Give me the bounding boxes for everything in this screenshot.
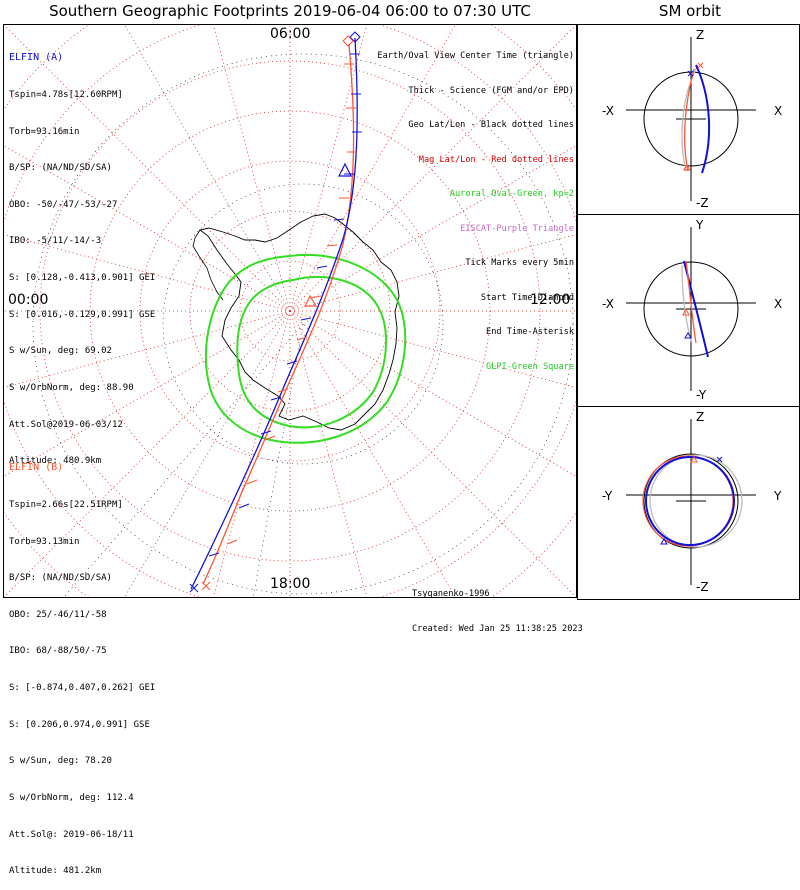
legend-item: Earth/Oval View Center Time (triangle) <box>377 51 574 61</box>
legend-item: Mag Lat/Lon - Red dotted lines <box>418 154 574 165</box>
orbit-panel-xz: Z -Z -X X <box>602 28 782 210</box>
orbit-xy-right-label: X <box>774 297 782 311</box>
elfin-b-line: Tspin=2.66s[22.51RPM] <box>9 500 123 511</box>
elfin-a-line: S w/Sun, deg: 69.02 <box>9 346 112 357</box>
time-label-bottom: 18:00 <box>270 576 311 592</box>
map-legend: Earth/Oval View Center Time (triangle) T… <box>377 28 574 385</box>
elfin-a-track <box>190 37 358 590</box>
orbit-xy-left-label: -X <box>602 297 614 311</box>
elfin-a-line: S: [0.016,-0.129,0.991] GSE <box>9 309 156 320</box>
elfin-a-name: ELFIN (A) <box>9 52 64 64</box>
elfin-b-info: ELFIN (B) Tspin=2.66s[22.51RPM] Torb=93.… <box>9 438 155 890</box>
model-credit: Tsyganenko-1996 <box>412 589 490 599</box>
elfin-b-line: S w/Sun, deg: 78.20 <box>9 756 112 767</box>
elfin-a-line: Att.Sol@2019-06-03/12 <box>9 419 123 430</box>
elfin-a-line: Torb=93.16min <box>9 126 80 137</box>
elfin-b-line: IBO: 68/-88/50/-75 <box>9 646 107 657</box>
legend-item: GLPI-Green Square <box>486 361 574 372</box>
elfin-a-view-center-triangle <box>338 162 352 177</box>
footprint-map <box>4 25 576 597</box>
orbit-panel-title: SM orbit <box>658 2 722 20</box>
elfin-a-info: ELFIN (A) Tspin=4.78s[12.60RPM] Torb=93.… <box>9 28 155 480</box>
elfin-b-line: S w/OrbNorm, deg: 112.4 <box>9 792 134 803</box>
time-label-right: 12:00 <box>530 292 571 308</box>
orbit-yz-top-label: Z <box>696 410 704 424</box>
auroral-oval-inner <box>236 276 387 429</box>
credit-block: Tsyganenko-1996 Created: Wed Jan 25 11:3… <box>412 566 583 647</box>
elfin-b-line: OBO: 25/-46/11/-58 <box>9 609 107 620</box>
legend-item: Thick - Science (FGM and/or EPD) <box>408 85 574 96</box>
orbit-xy-bottom-label: -Y <box>696 388 707 402</box>
elfin-b-view-center-triangle <box>304 294 318 307</box>
orbit-panel-yz: Z -Z -Y Y <box>602 410 782 594</box>
antarctica-coastline <box>198 213 400 431</box>
legend-item: Start Time-Diamond <box>480 292 574 303</box>
elfin-a-line: OBO: -50/-47/-53/-27 <box>9 199 118 210</box>
legend-item: Geo Lat/Lon - Black dotted lines <box>408 120 574 130</box>
elfin-a-line: S: [0.128,-0.413,0.901] GEI <box>9 273 156 284</box>
orbit-xz-top-label: Z <box>696 28 704 42</box>
elfin-a-line: B/SP: (NA/ND/SD/SA) <box>9 163 112 174</box>
elfin-a-line: IBO: -5/11/-14/-3 <box>9 236 102 247</box>
orbit-yz-left-label: -Y <box>602 489 613 503</box>
legend-item: End Time-Asterisk <box>486 327 574 337</box>
mag-meridian-line <box>212 25 291 312</box>
mag-latlon-grid <box>4 25 576 597</box>
created-timestamp: Created: Wed Jan 25 11:38:25 2023 <box>412 623 583 634</box>
legend-item: EISCAT-Purple Triangle <box>460 223 574 234</box>
elfin-b-line: S: [-0.874,0.407,0.262] GEI <box>9 683 156 694</box>
orbit-xz-left-label: -X <box>602 104 614 118</box>
orbit-xz-bottom-label: -Z <box>696 196 709 210</box>
elfin-b-name: ELFIN (B) <box>9 462 64 474</box>
legend-item: Tick Marks every 5min <box>465 258 574 268</box>
orbit-xz-right-label: X <box>774 104 782 118</box>
orbit-xy-top-label: Y <box>695 218 704 232</box>
mag-meridian-line <box>212 310 291 597</box>
elfin-b-line: Altitude: 481.2km <box>9 866 102 877</box>
elfin-b-line: S: [0.206,0.974,0.991] GSE <box>9 719 150 730</box>
elfin-a-line: Tspin=4.78s[12.60RPM] <box>9 90 123 101</box>
time-label-top: 06:00 <box>270 26 311 42</box>
orbit-yz-right-label: Y <box>773 489 782 503</box>
orbit-yz-bottom-label: -Z <box>696 580 709 594</box>
legend-item: Auroral Oval-Green, kp=2 <box>449 189 574 199</box>
elfin-a-line: S w/OrbNorm, deg: 88.90 <box>9 382 134 393</box>
time-label-left: 00:00 <box>8 292 49 308</box>
elfin-a-line: Altitude: 480.9km <box>9 456 102 467</box>
orbit-panel-xy: Y -Y -X X <box>602 218 782 402</box>
elfin-b-line: Torb=93.13min <box>9 536 80 547</box>
elfin-b-line: Att.Sol@: 2019-06-18/11 <box>9 829 134 840</box>
geo-latlon-grid <box>32 53 574 597</box>
auroral-oval-outer <box>204 253 407 444</box>
footprint-map-frame <box>3 24 577 598</box>
elfin-b-line: B/SP: (NA/ND/SD/SA) <box>9 573 112 584</box>
page-title: Southern Geographic Footprints 2019-06-0… <box>49 2 531 20</box>
elfin-b-track <box>202 43 355 585</box>
